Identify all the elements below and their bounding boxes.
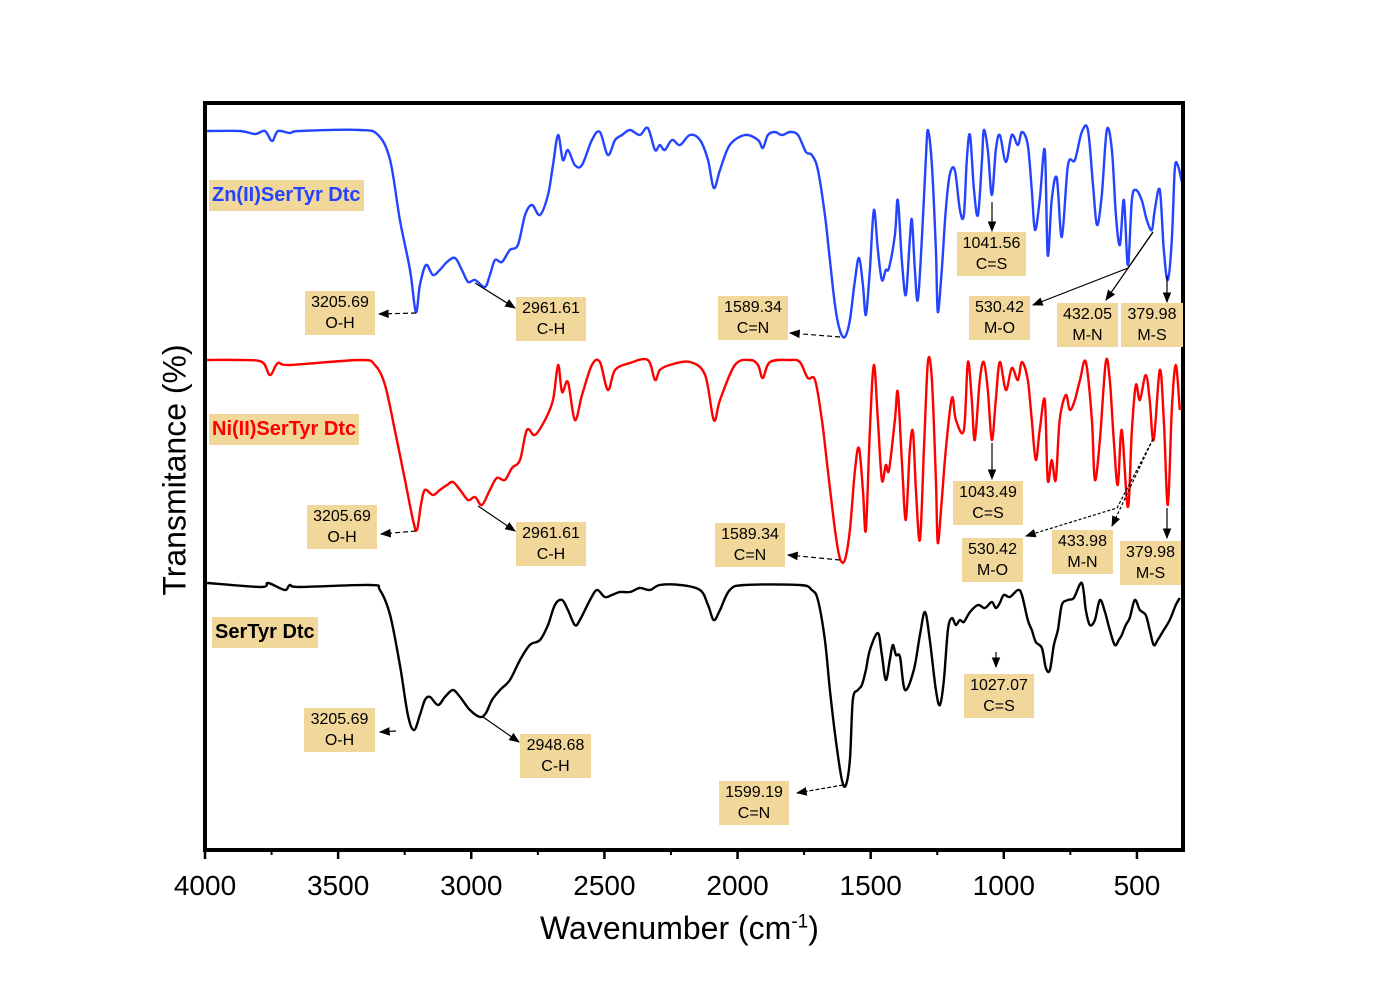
annotation-value: 1027.07 [970, 677, 1028, 694]
annotation-group: O-H [324, 732, 355, 749]
annotation-lig-oh: 3205.69 O-H [304, 708, 375, 752]
annotation-ni-mo: 530.42 M-O [962, 538, 1023, 582]
annotation-value: 2948.68 [526, 737, 585, 754]
annotation-group: C-H [536, 321, 566, 338]
annotation-ni-ch: 2961.61 C-H [516, 522, 586, 566]
x-axis-label: Wavenumber (cm-1) [540, 910, 819, 946]
annotation-lig-ch: 2948.68 C-H [520, 734, 591, 778]
annotation-value: 379.98 [1126, 544, 1175, 561]
annotation-ni-mn: 433.98 M-N [1052, 530, 1113, 574]
annotation-group: C=S [983, 698, 1015, 715]
annotation-value: 1589.34 [724, 299, 782, 316]
annotation-value: 2961.61 [522, 300, 580, 317]
annotation-lig-cn: 1599.19 C=N [719, 781, 789, 825]
x-axis-unit: cm [748, 910, 792, 946]
x-tick-label: 1000 [972, 870, 1035, 901]
series-label-ni: Ni(II)SerTyr Dtc [209, 414, 360, 445]
annotation-value: 3205.69 [311, 294, 369, 311]
annotation-group: M-S [1135, 565, 1166, 582]
x-tick-label: 2500 [573, 870, 636, 901]
annotation-group: C=N [737, 805, 771, 822]
annotation-group: C-H [536, 546, 566, 563]
series-line-2 [207, 581, 1181, 789]
series-line-1 [207, 355, 1181, 564]
annotation-group: M-N [1072, 327, 1103, 344]
spectra-group [207, 124, 1184, 789]
arrow-ni-mo [1024, 438, 1154, 538]
annotation-ni-cs: 1043.49 C=S [953, 481, 1023, 525]
annotation-group: M-O [983, 320, 1016, 337]
annotation-value: 1041.56 [962, 235, 1021, 252]
x-tick-label: 2000 [706, 870, 769, 901]
annotation-zn-oh: 3205.69 O-H [305, 291, 375, 335]
series-label-zn: Zn(II)SerTyr Dtc [209, 180, 364, 211]
arrow-ni-ch [477, 505, 516, 532]
x-tick-label: 500 [1113, 870, 1161, 901]
annotation-group: M-O [976, 562, 1009, 579]
arrow-zn-cn [788, 329, 841, 339]
x-axis-label-text: Wavenumber [540, 910, 730, 946]
plot-frame [203, 101, 1185, 852]
x-tick-label: 4000 [173, 870, 237, 901]
annotation-group: C=N [733, 547, 767, 564]
x-axis-unit-exponent: -1 [791, 911, 809, 933]
annotation-group: M-N [1067, 554, 1098, 571]
arrow-ni-oh [379, 528, 417, 538]
annotation-zn-mo: 530.42 M-O [969, 296, 1030, 340]
annotation-value: 1589.34 [721, 526, 779, 543]
annotation-group: C=S [975, 256, 1008, 273]
arrow-zn-ch [474, 282, 516, 309]
annotation-group: C-H [541, 758, 570, 775]
arrow-zn-oh [377, 309, 417, 319]
x-tick-label: 3500 [306, 870, 370, 901]
annotation-group: C=S [972, 505, 1004, 522]
annotation-value: 530.42 [968, 541, 1017, 558]
arrow-ni-mn [1111, 438, 1154, 527]
arrow-lig-cn [795, 784, 844, 796]
annotation-group: M-S [1137, 327, 1167, 344]
annotation-zn-cs: 1041.56 C=S [957, 232, 1026, 276]
annotation-zn-ch: 2961.61 C-H [516, 297, 586, 341]
series-label-ligand: SerTyr Dtc [212, 617, 318, 648]
x-tick-label: 1500 [839, 870, 902, 901]
annotation-group: C=N [736, 320, 770, 337]
annotation-zn-mn: 432.05 M-N [1057, 303, 1118, 347]
arrow-lig-ch [482, 716, 520, 743]
arrow-zn-mn [1105, 231, 1154, 301]
annotation-value: 3205.69 [310, 711, 369, 728]
annotation-group: O-H [327, 529, 357, 546]
annotation-value: 1599.19 [725, 784, 783, 801]
annotation-value: 2961.61 [522, 525, 580, 542]
annotation-lig-cs: 1027.07 C=S [964, 674, 1034, 718]
annotation-value: 432.05 [1063, 306, 1112, 323]
y-axis-label: Transmitance (%) [156, 344, 193, 596]
annotation-value: 3205.69 [313, 508, 371, 525]
annotation-ni-oh: 3205.69 O-H [307, 505, 377, 549]
annotation-value: 433.98 [1058, 533, 1107, 550]
annotation-ni-cn: 1589.34 C=N [715, 523, 785, 567]
annotation-value: 1043.49 [959, 484, 1017, 501]
annotation-group: O-H [325, 315, 355, 332]
series-line-0 [207, 124, 1184, 339]
arrow-zn-mo [1031, 231, 1154, 306]
annotation-value: 530.42 [975, 299, 1024, 316]
annotation-zn-ms: 379.98 M-S [1121, 303, 1183, 347]
arrow-lig-oh [378, 727, 397, 736]
annotation-zn-cn: 1589.34 C=N [718, 296, 788, 340]
arrow-ni-cn [786, 551, 841, 561]
annotation-value: 379.98 [1127, 306, 1177, 323]
annotation-ni-ms: 379.98 M-S [1120, 541, 1181, 585]
x-tick-label: 3000 [440, 870, 503, 901]
annotation-arrows [377, 202, 1172, 796]
